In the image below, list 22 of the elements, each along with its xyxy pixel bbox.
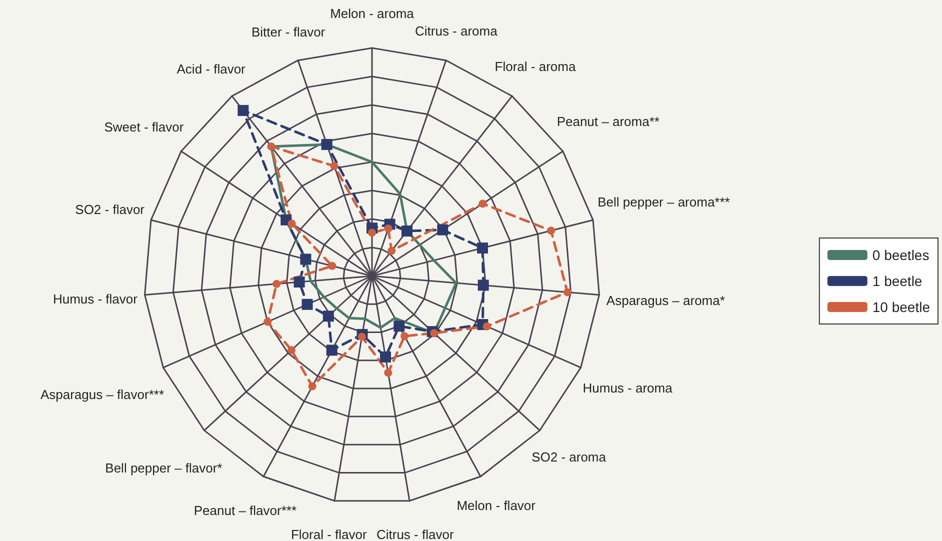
spoke-label: Humus - aroma [582,380,674,396]
spoke-label: Bell pepper – aroma*** [598,194,730,210]
spoke-label: Citrus - flavor [376,526,454,541]
legend-label: 0 beetles [872,247,930,263]
spoke-label: Peanut – flavor*** [194,502,296,518]
spoke-label: Citrus - aroma [414,23,498,38]
spoke-label: Acid - flavor [176,62,246,77]
spoke-label: Bell pepper – flavor* [105,460,222,476]
spoke-label: Peanut – aroma** [556,114,660,130]
legend-label: 1 beetle [872,273,922,289]
spoke-label: Floral - aroma [494,58,576,74]
spoke-label: Asparagus – flavor*** [40,386,164,402]
spoke-label: Melon - flavor [456,498,536,513]
spoke-label: SO2 - flavor [75,202,146,218]
spoke-label: Sweet - flavor [104,120,184,135]
spoke-label: Bitter - flavor [251,24,326,40]
legend-label: 10 beetle [872,299,930,315]
spoke-label: SO2 - aroma [532,450,607,465]
spoke-label: Melon - aroma [330,6,415,21]
spoke-label: Floral - flavor [290,526,368,541]
spoke-label: Asparagus – aroma* [606,292,725,308]
spoke-label: Humus - flavor [52,291,138,306]
